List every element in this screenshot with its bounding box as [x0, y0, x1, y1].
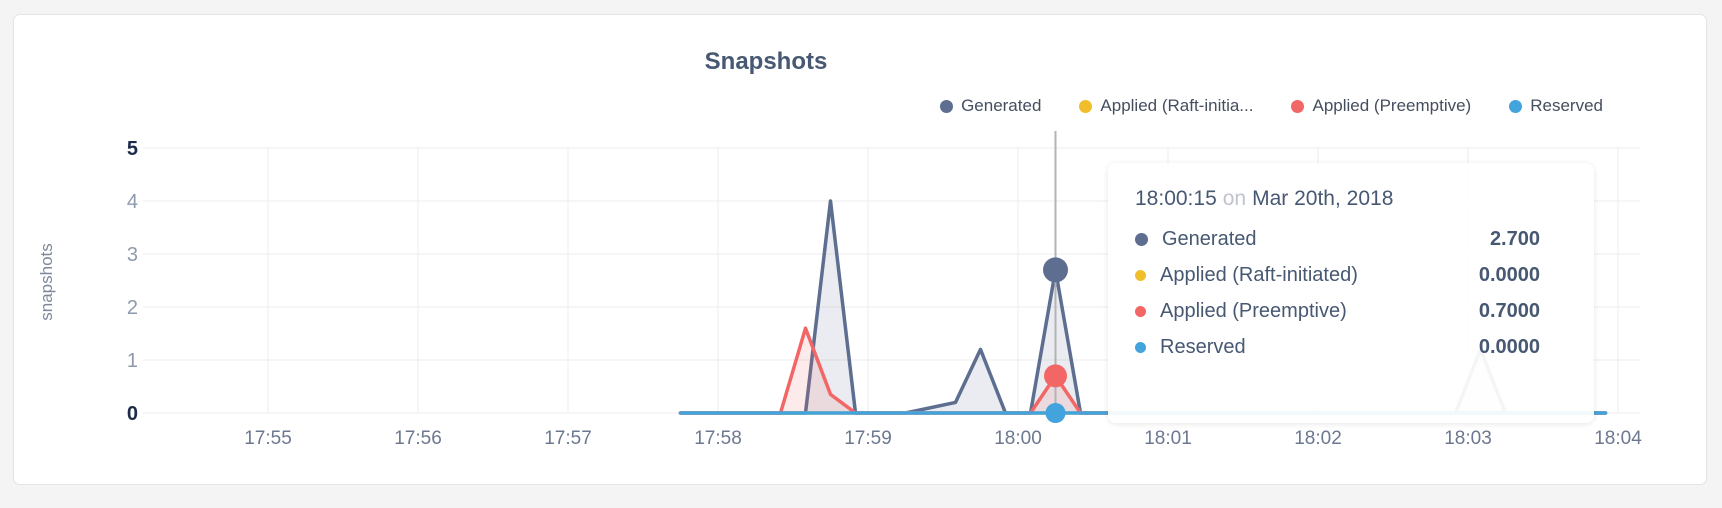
y-tick-label: 4	[127, 191, 138, 213]
series-color-dot-icon	[1135, 341, 1146, 353]
tooltip-date: Mar 20th, 2018	[1252, 187, 1394, 210]
series-color-dot-icon	[1135, 232, 1148, 246]
y-tick-label: 3	[127, 244, 138, 266]
hover-dot-reserved	[1045, 403, 1066, 423]
x-tick-label: 17:56	[394, 428, 442, 449]
legend-label: Applied (Raft-initia...	[1100, 96, 1254, 115]
y-tick-label: 5	[127, 138, 138, 160]
tooltip-time: 18:00:15	[1135, 187, 1217, 210]
legend-color-dot-icon	[1079, 99, 1093, 113]
legend-color-dot-icon	[940, 99, 954, 113]
hover-dot-applied-preemptive-	[1044, 364, 1067, 388]
series-color-dot-icon	[1135, 305, 1146, 317]
chart-legend: Generated Applied (Raft-initia... Applie…	[940, 96, 1603, 116]
x-tick-label: 18:04	[1594, 428, 1642, 449]
hover-dot-generated	[1043, 257, 1068, 283]
legend-label: Applied (Preemptive)	[1312, 96, 1472, 115]
tooltip-header: 18:00:15 on Mar 20th, 2018	[1135, 185, 1540, 213]
chart-title: Snapshots	[704, 48, 828, 75]
x-tick-label: 18:02	[1294, 428, 1342, 449]
x-tick-label: 18:00	[994, 428, 1042, 449]
legend-color-dot-icon	[1291, 99, 1305, 113]
x-tick-label: 17:59	[844, 428, 892, 449]
x-tick-label: 18:03	[1444, 428, 1492, 449]
chart-hover-tooltip: 18:00:15 on Mar 20th, 2018 Generated 2.700…	[1108, 163, 1594, 423]
legend-item-applied-preemptive[interactable]: Applied (Preemptive)	[1291, 96, 1471, 116]
y-tick-label: 2	[127, 297, 138, 319]
x-tick-label: 18:01	[1144, 428, 1192, 449]
x-tick-label: 17:55	[244, 428, 292, 449]
legend-label: Generated	[961, 96, 1042, 115]
legend-item-reserved[interactable]: Reserved	[1509, 96, 1603, 116]
tooltip-row-applied-preemptive: Applied (Preemptive) 0.7000	[1135, 293, 1540, 329]
tooltip-conjunction: on	[1222, 187, 1247, 210]
tooltip-row-reserved: Reserved 0.0000	[1135, 329, 1540, 365]
legend-item-applied-raft-initiated[interactable]: Applied (Raft-initia...	[1079, 96, 1253, 116]
series-color-dot-icon	[1135, 269, 1146, 281]
tooltip-row-generated: Generated 2.700	[1135, 221, 1540, 257]
y-tick-label: 1	[127, 350, 138, 372]
legend-label: Reserved	[1530, 96, 1603, 115]
y-tick-label: 0	[127, 403, 138, 425]
legend-item-generated[interactable]: Generated	[940, 96, 1041, 116]
x-tick-label: 17:57	[544, 428, 592, 449]
legend-color-dot-icon	[1509, 99, 1523, 113]
tooltip-row-applied-raft-initiated: Applied (Raft-initiated) 0.0000	[1135, 257, 1540, 293]
x-tick-label: 17:58	[694, 428, 742, 449]
